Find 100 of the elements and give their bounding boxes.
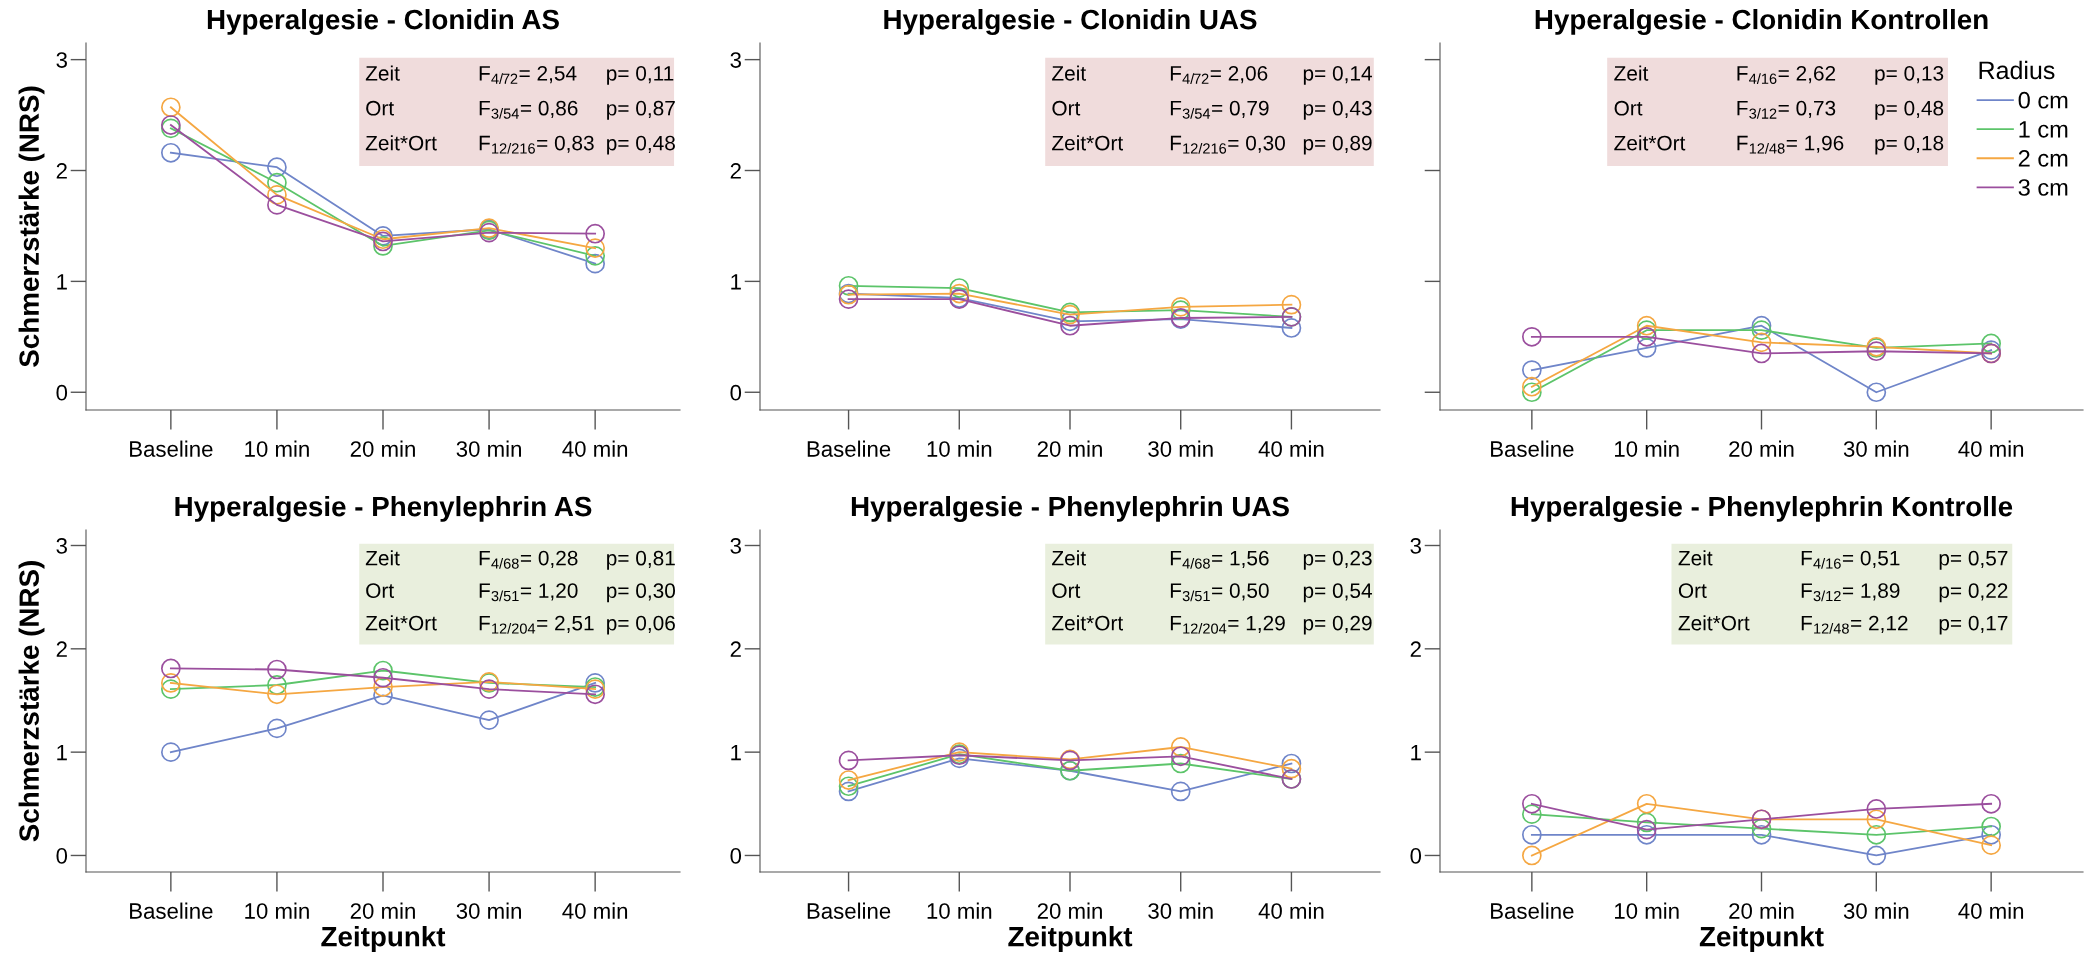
y-axis-title: Schmerzstärke (NRS): [18, 86, 45, 367]
annotation: F$_{4/16}$= 0,51: [1801, 550, 1900, 569]
annotation: F$_{4/68}$= 1,56: [1170, 550, 1269, 569]
y-tick-label: 2: [730, 641, 741, 657]
annotation: Zeit: [1678, 550, 1713, 566]
annotation: F$_{12/48}$= 2,12: [1801, 615, 1908, 634]
annotation: p= 0,54: [1303, 583, 1372, 603]
annotation: Ort: [366, 100, 394, 116]
annotation: p= 0,29: [1303, 615, 1372, 635]
y-tick-label: 0: [56, 848, 68, 864]
y-tick-label: 3: [730, 538, 741, 554]
annotation: p= 0,43: [1303, 100, 1372, 120]
x-tick-label: 20 min: [350, 902, 415, 919]
annotation: p= 0,14: [1303, 65, 1372, 85]
annotation: Zeit*Ort: [1052, 135, 1124, 151]
annotation: F$_{3/51}$= 0,50: [1170, 583, 1269, 602]
y-tick-label: 3: [730, 52, 741, 68]
y-tick-label: 3: [56, 52, 67, 68]
x-tick-label: 10 min: [1615, 902, 1679, 919]
annotation: Zeit: [365, 550, 400, 566]
legend-label: 1 cm: [2019, 121, 2068, 138]
annotation: F$_{4/72}$= 2,54: [479, 65, 577, 84]
y-tick-label: 0: [1410, 848, 1422, 864]
x-tick-label: Baseline: [130, 440, 213, 457]
chart-title: Hyperalgesie - Clonidin UAS: [884, 8, 1257, 35]
annotation: p= 0,87: [607, 100, 675, 120]
annotation: p= 0,06: [607, 615, 675, 635]
x-axis-title: Zeitpunkt: [1699, 926, 1824, 952]
x-tick-label: Baseline: [1491, 902, 1574, 919]
x-tick-label: 10 min: [245, 902, 309, 919]
y-tick-label: 1: [1411, 744, 1421, 761]
x-tick-label: 40 min: [1958, 902, 2024, 919]
annotation: p= 0,11: [607, 65, 674, 85]
legend-label: 0 cm: [2018, 91, 2068, 109]
y-tick-label: 2: [730, 163, 741, 179]
annotation: F$_{12/216}$= 0,83: [479, 135, 594, 154]
y-tick-label: 1: [731, 274, 741, 290]
annotation: Zeit: [1052, 65, 1086, 81]
x-tick-label: 30 min: [1148, 440, 1213, 457]
y-tick-label: 0: [56, 384, 68, 401]
legend-label: 2 cm: [2018, 150, 2068, 167]
annotation: F$_{3/12}$= 0,73: [1737, 100, 1836, 119]
annotation: Ort: [1614, 100, 1643, 116]
chart-title: Hyperalgesie - Clonidin Kontrollen: [1535, 8, 1988, 35]
annotation: F$_{3/54}$= 0,79: [1170, 100, 1269, 119]
annotation: F$_{12/204}$= 1,29: [1170, 615, 1285, 634]
annotation: Zeit: [1052, 550, 1086, 566]
x-tick-label: 30 min: [1148, 902, 1213, 919]
annotation: F$_{4/16}$= 2,62: [1737, 65, 1836, 84]
x-tick-label: 20 min: [1037, 902, 1102, 919]
x-tick-label: Baseline: [1491, 440, 1574, 457]
annotation: Zeit: [365, 65, 400, 81]
annotation: Ort: [1052, 100, 1081, 116]
x-tick-label: Baseline: [130, 902, 213, 919]
annotation: p= 0,89: [1303, 135, 1372, 155]
annotation: Ort: [366, 583, 394, 599]
annotation: p= 0,48: [607, 135, 675, 155]
y-tick-label: 0: [730, 384, 742, 401]
annotation: Zeit*Ort: [365, 615, 437, 631]
x-tick-label: 30 min: [456, 902, 521, 919]
y-tick-label: 3: [1410, 538, 1421, 554]
y-tick-label: 1: [57, 744, 67, 761]
annotation: p= 0,57: [1939, 550, 2008, 570]
x-tick-label: 40 min: [1958, 440, 2024, 457]
legend-label: 3 cm: [2018, 179, 2068, 196]
x-tick-label: Baseline: [807, 902, 891, 919]
annotation: p= 0,18: [1875, 135, 1944, 155]
y-tick-label: 1: [57, 274, 67, 290]
chart-title: Hyperalgesie - Phenylephrin UAS: [851, 495, 1289, 522]
annotation: F$_{4/72}$= 2,06: [1170, 65, 1268, 84]
x-tick-label: 10 min: [245, 440, 309, 457]
x-tick-label: 10 min: [927, 440, 992, 457]
annotation: F$_{12/204}$= 2,51: [479, 615, 594, 634]
legend-title: Radius: [1979, 60, 2055, 80]
x-tick-label: 20 min: [1037, 440, 1102, 457]
y-tick-label: 2: [56, 641, 67, 657]
annotation: Zeit*Ort: [1052, 615, 1124, 631]
annotation: p= 0,48: [1875, 100, 1944, 120]
x-tick-label: 40 min: [1258, 902, 1324, 919]
chart-title: Hyperalgesie - Clonidin AS: [207, 8, 559, 35]
y-tick-label: 0: [730, 848, 742, 864]
annotation: Zeit*Ort: [1678, 615, 1750, 631]
x-axis-title: Zeitpunkt: [321, 926, 446, 952]
x-tick-label: 40 min: [1258, 440, 1324, 457]
annotation: F$_{3/54}$= 0,86: [479, 100, 578, 119]
annotation: p= 0,23: [1303, 550, 1372, 570]
x-tick-label: Baseline: [807, 440, 891, 457]
annotation: Zeit*Ort: [365, 135, 437, 151]
annotation: F$_{3/12}$= 1,89: [1801, 583, 1900, 602]
annotation: Zeit*Ort: [1614, 135, 1686, 151]
annotation: Zeit: [1614, 65, 1649, 81]
x-tick-label: 30 min: [1843, 902, 1909, 919]
annotation: Ort: [1052, 583, 1081, 599]
y-axis-title: Schmerzstärke (NRS): [18, 561, 45, 842]
annotation: Ort: [1678, 583, 1707, 599]
annotation: p= 0,81: [607, 550, 675, 570]
annotation: F$_{12/216}$= 0,30: [1170, 135, 1285, 154]
chart-title: Hyperalgesie - Phenylephrin Kontrolle: [1511, 495, 2013, 522]
chart-title: Hyperalgesie - Phenylephrin AS: [175, 495, 592, 522]
annotation: p= 0,13: [1875, 65, 1944, 85]
